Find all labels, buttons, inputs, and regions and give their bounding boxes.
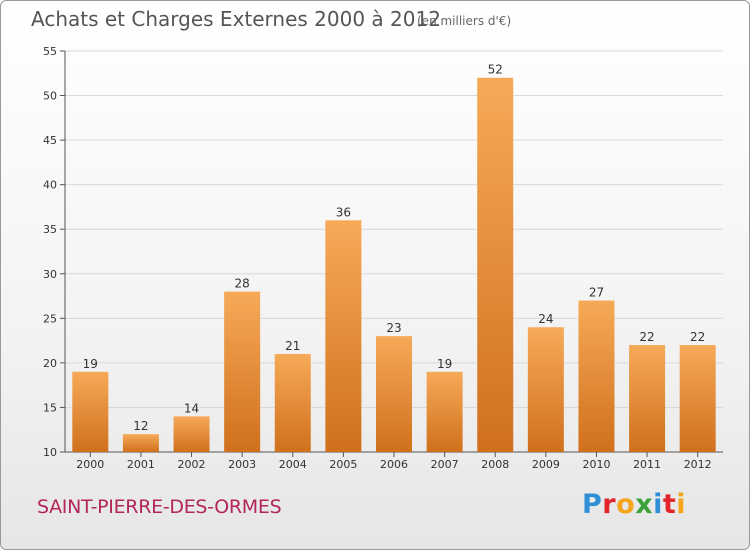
bar	[173, 416, 210, 452]
data-label: 23	[386, 321, 401, 335]
y-tick-label: 35	[43, 223, 57, 236]
logo-letter: o	[616, 489, 636, 520]
y-tick-label: 10	[43, 446, 57, 459]
data-label: 19	[83, 357, 98, 371]
bar	[578, 300, 615, 452]
x-tick-label: 2002	[178, 458, 206, 471]
data-label: 14	[184, 401, 199, 415]
data-label: 22	[639, 330, 654, 344]
y-tick-label: 20	[43, 357, 57, 370]
y-tick-label: 40	[43, 179, 57, 192]
data-label: 27	[589, 286, 604, 300]
y-tick-label: 50	[43, 90, 57, 103]
bar	[629, 345, 666, 452]
x-tick-label: 2006	[380, 458, 408, 471]
logo-letter: r	[602, 489, 617, 520]
proxiti-logo[interactable]: Proxiti	[582, 489, 686, 520]
x-tick-label: 2009	[532, 458, 560, 471]
logo-letter: t	[662, 489, 677, 520]
x-tick-label: 2007	[431, 458, 459, 471]
logo-letter: x	[635, 489, 654, 520]
data-label: 19	[437, 357, 452, 371]
bar	[122, 434, 159, 452]
x-tick-label: 2000	[76, 458, 104, 471]
chart-title: Achats et Charges Externes 2000 à 2012	[31, 7, 441, 31]
chart-unit: (en milliers d'€)	[417, 14, 512, 28]
data-label: 36	[336, 205, 351, 219]
data-label: 12	[133, 419, 148, 433]
x-tick-label: 2008	[481, 458, 509, 471]
bar	[679, 345, 716, 452]
data-label: 21	[285, 339, 300, 353]
data-label: 24	[538, 312, 553, 326]
bar	[224, 291, 261, 452]
bar	[527, 327, 564, 452]
x-tick-label: 2001	[127, 458, 155, 471]
x-tick-label: 2005	[329, 458, 357, 471]
x-tick-label: 2011	[633, 458, 661, 471]
x-tick-label: 2004	[279, 458, 307, 471]
bar	[72, 371, 109, 452]
x-tick-label: 2010	[582, 458, 610, 471]
logo-letter: i	[653, 489, 663, 520]
x-tick-label: 2012	[684, 458, 712, 471]
commune-name: SAINT-PIERRE-DES-ORMES	[37, 496, 282, 518]
bar	[376, 336, 412, 452]
logo-letter: i	[676, 489, 687, 520]
bar	[477, 77, 514, 452]
data-label: 22	[690, 330, 705, 344]
y-tick-label: 30	[43, 268, 57, 281]
y-tick-label: 15	[43, 401, 57, 414]
y-tick-label: 55	[43, 45, 57, 58]
y-tick-label: 25	[43, 312, 57, 325]
data-label: 52	[488, 63, 503, 77]
x-tick-label: 2003	[228, 458, 256, 471]
bar	[426, 371, 463, 452]
y-tick-label: 45	[43, 134, 57, 147]
bar	[274, 353, 311, 452]
data-label: 28	[235, 277, 250, 291]
logo-letter: P	[582, 489, 603, 520]
bar	[325, 220, 362, 452]
